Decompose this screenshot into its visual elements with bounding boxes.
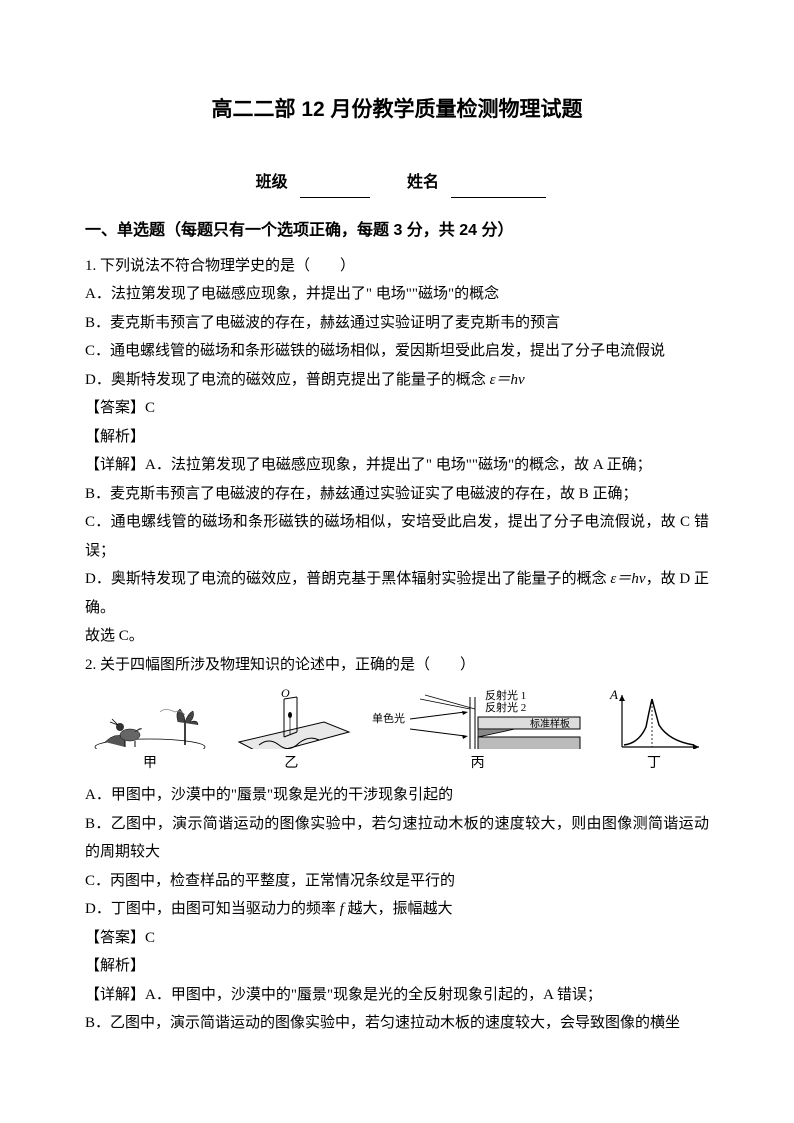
- figure-c-label: 丙: [471, 751, 485, 778]
- svg-text:标准样板: 标准样板: [530, 717, 570, 730]
- q1-optD-formula: ε＝hν: [490, 372, 525, 388]
- q1-stem: 1. 下列说法不符合物理学史的是（ ）: [85, 252, 709, 281]
- q1-answer: 【答案】C: [85, 394, 709, 423]
- q1-conclusion: 故选 C。: [85, 622, 709, 651]
- q2-detailB: B．乙图中，演示简谐运动的图像实验中，若匀速拉动木板的速度较大，会导致图像的横坐: [85, 1009, 709, 1038]
- name-label: 姓名: [407, 174, 439, 191]
- q1-optB: B．麦克斯韦预言了电磁波的存在，赫兹通过实验证明了麦克斯韦的预言: [85, 309, 709, 338]
- q2-detailA: 【详解】A．甲图中，沙漠中的"蜃景"现象是光的全反射现象引起的，A 错误；: [85, 981, 709, 1010]
- q1-optC: C．通电螺线管的磁场和条形磁铁的磁场相似，爱因斯坦受此启发，提出了分子电流假说: [85, 337, 709, 366]
- q1-detail-label: 【详解】: [85, 457, 145, 473]
- figure-a: 甲: [85, 687, 215, 777]
- section-title: 一、单选题（每题只有一个选项正确，每题 3 分，共 24 分）: [85, 216, 709, 246]
- q1-detailC: C．通电螺线管的磁场和条形磁铁的磁场相似，安培受此启发，提出了分子电流假说，故 …: [85, 508, 709, 565]
- q2-optD: D．丁图中，由图可知当驱动力的频率 f 越大，振幅越大: [85, 895, 709, 924]
- q2-optD-pre: D．丁图中，由图可知当驱动力的频率: [85, 901, 340, 917]
- name-blank: [451, 180, 546, 198]
- q2-answer-label: 【答案】: [85, 930, 145, 946]
- q2-analysis-label: 【解析】: [85, 952, 709, 981]
- q2-answer: 【答案】C: [85, 924, 709, 953]
- q1-analysis-label: 【解析】: [85, 423, 709, 452]
- figure-d-label: 丁: [647, 751, 661, 778]
- q2-optB: B．乙图中，演示简谐运动的图像实验中，若匀速拉动木板的速度较大，则由图像测简谐运…: [85, 810, 709, 867]
- q2-optA: A．甲图中，沙漠中的"蜃景"现象是光的干涉现象引起的: [85, 781, 709, 810]
- q1-answer-label: 【答案】: [85, 400, 145, 416]
- class-blank: [300, 180, 370, 198]
- q2-stem: 2. 关于四幅图所涉及物理知识的论述中，正确的是（ ）: [85, 651, 709, 680]
- figure-d: A O f₀ f 丁: [599, 687, 709, 777]
- q2-optD-mid: 越大，振幅越大: [344, 901, 453, 917]
- page-title: 高二二部 12 月份教学质量检测物理试题: [85, 90, 709, 130]
- svg-text:O′: O′: [284, 746, 296, 748]
- q1-detailD: D．奥斯特发现了电流的磁效应，普朗克基于黑体辐射实验提出了能量子的概念 ε＝hν…: [85, 565, 709, 622]
- q1-detailA: 【详解】A．法拉第发现了电磁感应现象，并提出了" 电场""磁场"的概念，故 A …: [85, 451, 709, 480]
- q2-detail-label: 【详解】: [85, 987, 145, 1003]
- class-label: 班级: [256, 174, 288, 191]
- q1-detailB: B．麦克斯韦预言了电磁波的存在，赫兹通过实验证实了电磁波的存在，故 B 正确；: [85, 480, 709, 509]
- q1-detailD-formula: ε＝hν: [610, 571, 645, 587]
- q2-optC: C．丙图中，检查样品的平整度，正常情况条纹是平行的: [85, 867, 709, 896]
- svg-text:O: O: [612, 746, 621, 748]
- header-row: 班级 姓名: [85, 168, 709, 198]
- svg-text:A: A: [609, 687, 618, 702]
- figure-d-svg: A O f₀ f: [604, 687, 704, 748]
- figure-b-svg: O O′: [229, 687, 354, 748]
- svg-text:反射光 2: 反射光 2: [485, 700, 526, 714]
- q1-optD: D．奥斯特发现了电流的磁效应，普朗克提出了能量子的概念 ε＝hν: [85, 366, 709, 395]
- svg-text:单色光: 单色光: [372, 711, 405, 725]
- q1-detailD-pre: D．奥斯特发现了电流的磁效应，普朗克基于黑体辐射实验提出了能量子的概念: [85, 571, 610, 587]
- figure-a-svg: [90, 687, 210, 748]
- figure-b-label: 乙: [284, 751, 298, 778]
- figure-b: O O′ 乙: [226, 687, 356, 777]
- q1-detailA-text: A．法拉第发现了电磁感应现象，并提出了" 电场""磁场"的概念，故 A 正确；: [145, 457, 652, 473]
- q1-optA: A．法拉第发现了电磁感应现象，并提出了" 电场""磁场"的概念: [85, 280, 709, 309]
- q1-optD-pre: D．奥斯特发现了电流的磁效应，普朗克提出了能量子的概念: [85, 372, 490, 388]
- q2-detailA-text: A．甲图中，沙漠中的"蜃景"现象是光的全反射现象引起的，A 错误；: [145, 987, 602, 1003]
- figure-a-label: 甲: [143, 751, 157, 778]
- q2-answer-value: C: [145, 930, 155, 946]
- figure-c-svg: 单色光 反射光 1 反射光 2 标准样板 被检查平面: [370, 687, 585, 748]
- q1-answer-value: C: [145, 400, 155, 416]
- svg-text:反射光 1: 反射光 1: [485, 688, 526, 702]
- figures-row: 甲 O O′ 乙 单色光 反射光 1 反射光 2: [85, 687, 709, 777]
- figure-c: 单色光 反射光 1 反射光 2 标准样板 被检查平面 丙: [368, 687, 588, 777]
